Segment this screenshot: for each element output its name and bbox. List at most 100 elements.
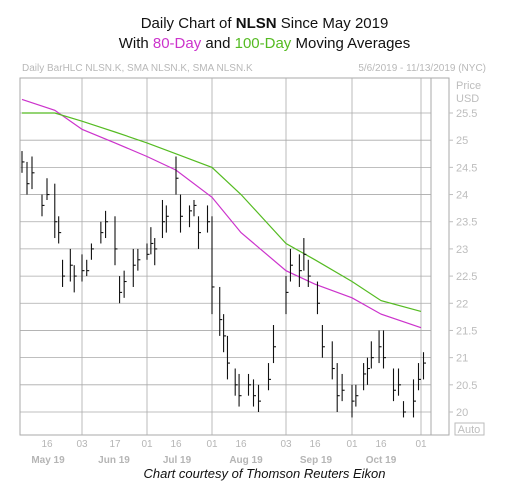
ohlc-bar xyxy=(105,210,109,239)
auto-scale-label: Auto xyxy=(458,424,481,436)
title-suffix: Since May 2019 xyxy=(276,15,389,32)
ohlc-bar xyxy=(90,243,94,260)
y-tick-label: 24.5 xyxy=(456,162,477,174)
ohlc-bar xyxy=(41,194,45,217)
ohlc-bar xyxy=(46,178,50,200)
ohlc-bar xyxy=(165,205,169,233)
ohlc-bar xyxy=(54,183,58,239)
ohlc-bar xyxy=(58,216,62,244)
x-tick-label: 01 xyxy=(346,439,358,450)
chart-credit: Chart courtesy of Thomson Reuters Eikon xyxy=(143,466,386,481)
x-tick-label: 03 xyxy=(280,439,292,450)
ohlc-bar xyxy=(193,199,197,217)
ohlc-bar xyxy=(355,384,359,407)
ohlc-bar xyxy=(31,156,35,190)
ohlc-bar xyxy=(234,368,238,396)
ohlc-bar xyxy=(223,314,227,353)
ohlc-bar xyxy=(247,373,251,396)
x-month-label: Aug 19 xyxy=(229,455,263,466)
ohlc-bar xyxy=(123,270,127,298)
ohlc-bar xyxy=(331,341,335,380)
ohlc-bar xyxy=(289,248,293,282)
ohlc-bar xyxy=(363,363,367,391)
ohlc-bar xyxy=(81,254,85,282)
ohlc-bar xyxy=(132,248,136,287)
ohlc-bar xyxy=(62,259,66,287)
ohlc-bar-layer xyxy=(21,151,426,418)
chart-header-right: 5/6/2019 - 11/13/2019 (NYC) xyxy=(358,63,486,74)
ohlc-bar xyxy=(252,379,256,407)
x-tick-label: 16 xyxy=(309,439,321,450)
chart-header-left: Daily BarHLC NLSN.K, SMA NLSN.K, SMA NLS… xyxy=(22,63,253,74)
x-tick-label: 01 xyxy=(415,439,427,450)
y-tick-label: 22.5 xyxy=(456,271,477,283)
y-axis: 20 20.5 21 21.5 22 22.5 23 23.5 24 24.5 25 25.5 xyxy=(449,108,477,419)
sma-line-80-day xyxy=(21,98,422,329)
ohlc-bar xyxy=(316,281,320,315)
title-ticker: NLSN xyxy=(235,15,277,32)
x-tick-label: 16 xyxy=(170,439,182,450)
ohlc-bar xyxy=(336,363,340,412)
y-tick-label: 22 xyxy=(456,298,468,310)
ohlc-bar xyxy=(370,341,374,369)
title-prefix: Daily Chart of xyxy=(140,15,236,32)
auto-scale-button[interactable] xyxy=(454,422,485,436)
ohlc-bar xyxy=(219,286,223,336)
ohlc-bar xyxy=(412,379,416,418)
plot-frame xyxy=(19,77,450,436)
ohlc-bar xyxy=(226,335,230,380)
x-tick-label: 03 xyxy=(76,439,88,450)
ohlc-bar xyxy=(197,216,201,249)
ohlc-bar xyxy=(417,363,421,391)
x-month-label: Oct 19 xyxy=(366,455,397,466)
x-tick-label: 01 xyxy=(206,439,218,450)
ohlc-bar xyxy=(137,248,141,271)
title-sma80-label: 80-Day xyxy=(152,35,202,52)
title-line2-mid: and xyxy=(201,35,235,52)
y-tick-label: 23.5 xyxy=(456,217,477,229)
chart-title: Daily Chart of NLSN Since May 2019 With … xyxy=(0,14,529,54)
ohlc-bar xyxy=(161,199,165,239)
ohlc-bar xyxy=(146,243,150,260)
ohlc-bar xyxy=(69,248,73,282)
x-month-label: May 19 xyxy=(31,455,65,466)
ohlc-bar xyxy=(303,238,307,271)
ohlc-bar xyxy=(100,221,104,244)
x-month-label: Sep 19 xyxy=(300,455,333,466)
sma-line-100-day xyxy=(22,112,422,312)
ohlc-bar xyxy=(175,156,179,195)
ohlc-bar xyxy=(321,325,325,358)
ohlc-bar xyxy=(154,238,158,266)
title-line2-suffix: Moving Averages xyxy=(291,35,411,52)
y-tick-label: 25.5 xyxy=(456,108,477,120)
ohlc-bar xyxy=(86,259,90,277)
y-tick-label: 24 xyxy=(456,190,468,202)
ohlc-bar xyxy=(238,373,242,407)
title-line-2: With 80-Day and 100-Day Moving Averages xyxy=(0,34,529,54)
ohlc-bar xyxy=(272,325,276,364)
x-tick-label: 17 xyxy=(109,439,121,450)
ohlc-bar xyxy=(257,384,261,412)
ohlc-bar xyxy=(73,265,77,293)
x-month-label: Jun 19 xyxy=(98,455,130,466)
ohlc-bar xyxy=(21,151,25,173)
ohlc-bar xyxy=(402,401,406,418)
ohlc-bar xyxy=(422,352,426,380)
title-line2-prefix: With xyxy=(118,35,153,52)
ohlc-bar xyxy=(341,373,345,402)
ohlc-bar xyxy=(211,216,215,315)
y-tick-label: 21.5 xyxy=(456,325,477,337)
ohlc-bar xyxy=(206,205,210,233)
ohlc-bar xyxy=(267,363,271,391)
currency-axis-label: USD xyxy=(456,93,479,105)
ohlc-bar xyxy=(351,384,355,418)
ohlc-bar xyxy=(150,227,154,255)
ohlc-bar xyxy=(307,259,311,287)
x-axis: 16 03 17 01 16 01 16 03 16 01 16 01 May 19 Jun 19 Jul … xyxy=(31,439,427,466)
x-tick-label: 16 xyxy=(235,439,247,450)
ohlc-bar xyxy=(26,161,30,195)
ohlc-bar xyxy=(179,194,183,233)
x-month-label: Jul 19 xyxy=(163,455,192,466)
x-tick-label: 01 xyxy=(141,439,153,450)
